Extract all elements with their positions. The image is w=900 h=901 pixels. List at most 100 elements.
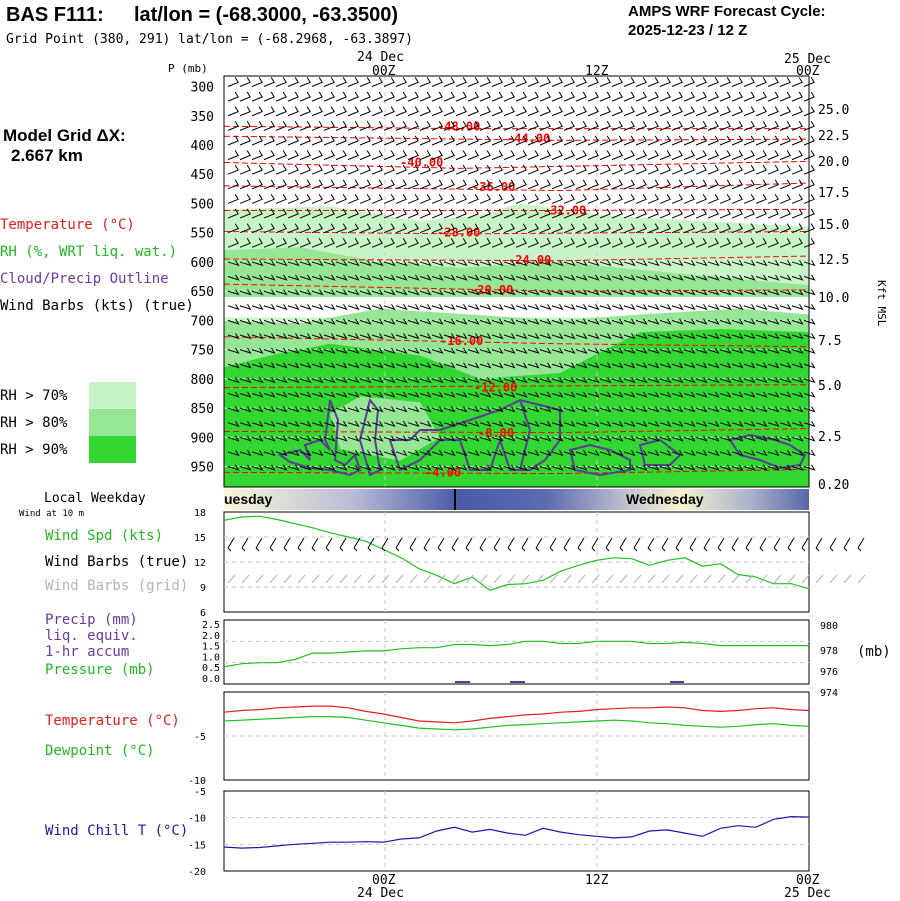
wind-barb xyxy=(455,376,468,384)
wind-barb xyxy=(407,135,419,146)
wind-barb xyxy=(455,289,468,296)
wind-barb xyxy=(359,135,371,146)
wind-barb xyxy=(335,164,347,175)
wind-barb xyxy=(455,164,467,175)
wind-barb xyxy=(335,303,348,311)
wind-barb xyxy=(707,260,720,267)
wind-barb xyxy=(455,347,468,354)
wind-barb xyxy=(635,194,647,204)
wind-barb xyxy=(503,135,515,146)
wind-barb xyxy=(419,376,432,384)
wind-barb xyxy=(731,376,744,384)
wind-barb xyxy=(791,376,804,384)
wind-barb xyxy=(683,164,695,175)
wind-barb xyxy=(539,420,552,427)
latlon-title: lat/lon = (-68.3000, -63.3500) xyxy=(134,4,399,26)
wind-barb xyxy=(515,318,528,325)
wind-barb xyxy=(419,121,431,131)
wind-barb xyxy=(227,223,239,234)
wind-barb xyxy=(659,150,671,161)
wind-barb xyxy=(515,391,528,398)
wind-barb xyxy=(371,194,383,204)
wind-barb xyxy=(479,208,491,219)
wind-barb xyxy=(395,303,408,311)
wind-barb xyxy=(419,194,431,204)
series-line xyxy=(223,515,810,591)
model-grid-label: Model Grid ΔX: xyxy=(3,126,126,145)
wind-barb xyxy=(719,376,732,384)
wind-barb xyxy=(575,106,587,117)
wind-barb xyxy=(251,135,263,146)
wind-barb xyxy=(623,289,636,296)
rh70-swatch xyxy=(89,382,136,409)
grid-wind-barb xyxy=(507,574,516,584)
series-line xyxy=(223,705,810,724)
wind-barb xyxy=(743,376,756,384)
wind-barb xyxy=(431,135,443,146)
wind-speed-tick: 12 xyxy=(194,558,206,569)
wind-barb xyxy=(503,362,516,369)
wind-barb xyxy=(251,333,264,340)
wind-barb xyxy=(527,420,540,427)
wind-barb xyxy=(383,194,395,204)
wind-barb xyxy=(491,194,503,204)
wind-barb xyxy=(527,406,540,413)
wind-barb xyxy=(539,274,552,281)
wind-barb xyxy=(539,318,552,325)
wind-barb xyxy=(755,237,767,248)
wind-barb xyxy=(659,179,671,190)
wind-barb xyxy=(335,347,348,354)
wind-barb xyxy=(719,164,731,175)
pressure-tick-label: 750 xyxy=(191,344,214,359)
wind-barb xyxy=(611,464,624,471)
wind-barb xyxy=(707,194,719,204)
precip-tick: 2.0 xyxy=(202,631,220,642)
surface-wind-barb xyxy=(311,537,319,552)
wind-barb xyxy=(587,406,600,413)
wind-barb xyxy=(299,106,311,117)
surface-wind-barb xyxy=(661,537,669,552)
wind-barb xyxy=(455,194,467,204)
wind-barb xyxy=(227,450,240,457)
wind-barb xyxy=(719,150,731,161)
wind-barb xyxy=(587,237,599,248)
wind-barb xyxy=(455,420,468,427)
wind-barb xyxy=(515,289,528,296)
wind-barb xyxy=(491,164,503,175)
wind-barb xyxy=(755,164,767,175)
wind-barb xyxy=(647,77,659,87)
wind-barb xyxy=(395,121,407,131)
wind-barb xyxy=(431,121,443,131)
wind-barb xyxy=(587,135,599,146)
wind-barb xyxy=(767,106,779,117)
wind-barb xyxy=(359,274,372,281)
wind-barb xyxy=(611,406,624,413)
wind-barb xyxy=(467,135,479,146)
wind-barb xyxy=(359,260,372,267)
wind-barb xyxy=(743,362,756,369)
wind-barb xyxy=(743,260,756,267)
wind-barb xyxy=(611,318,624,325)
wind-barb xyxy=(323,260,336,267)
rh-legend: RH (%, WRT liq. wat.) xyxy=(0,244,178,260)
wind-barb xyxy=(443,318,456,325)
wind-barb xyxy=(383,164,395,175)
grid-wind-barb xyxy=(297,574,306,584)
wind-barb xyxy=(347,347,360,354)
wind-barb xyxy=(563,194,575,204)
wind-barb xyxy=(551,347,564,354)
tick-00z-right-top: 00Z xyxy=(796,64,820,79)
wind-barb xyxy=(503,376,516,384)
wind-barb xyxy=(539,435,552,442)
wind-barb xyxy=(275,406,288,413)
wind-barb xyxy=(383,208,395,219)
wind-barb xyxy=(479,164,491,175)
wind-barb xyxy=(767,362,780,369)
wind-barb xyxy=(503,121,515,131)
cloud-outline xyxy=(638,438,682,466)
pressure-tick-label: 850 xyxy=(191,402,214,417)
wind-barb xyxy=(443,347,456,354)
wind-barb xyxy=(527,435,540,442)
wind-barb xyxy=(791,260,804,267)
wind-barb xyxy=(251,179,263,190)
